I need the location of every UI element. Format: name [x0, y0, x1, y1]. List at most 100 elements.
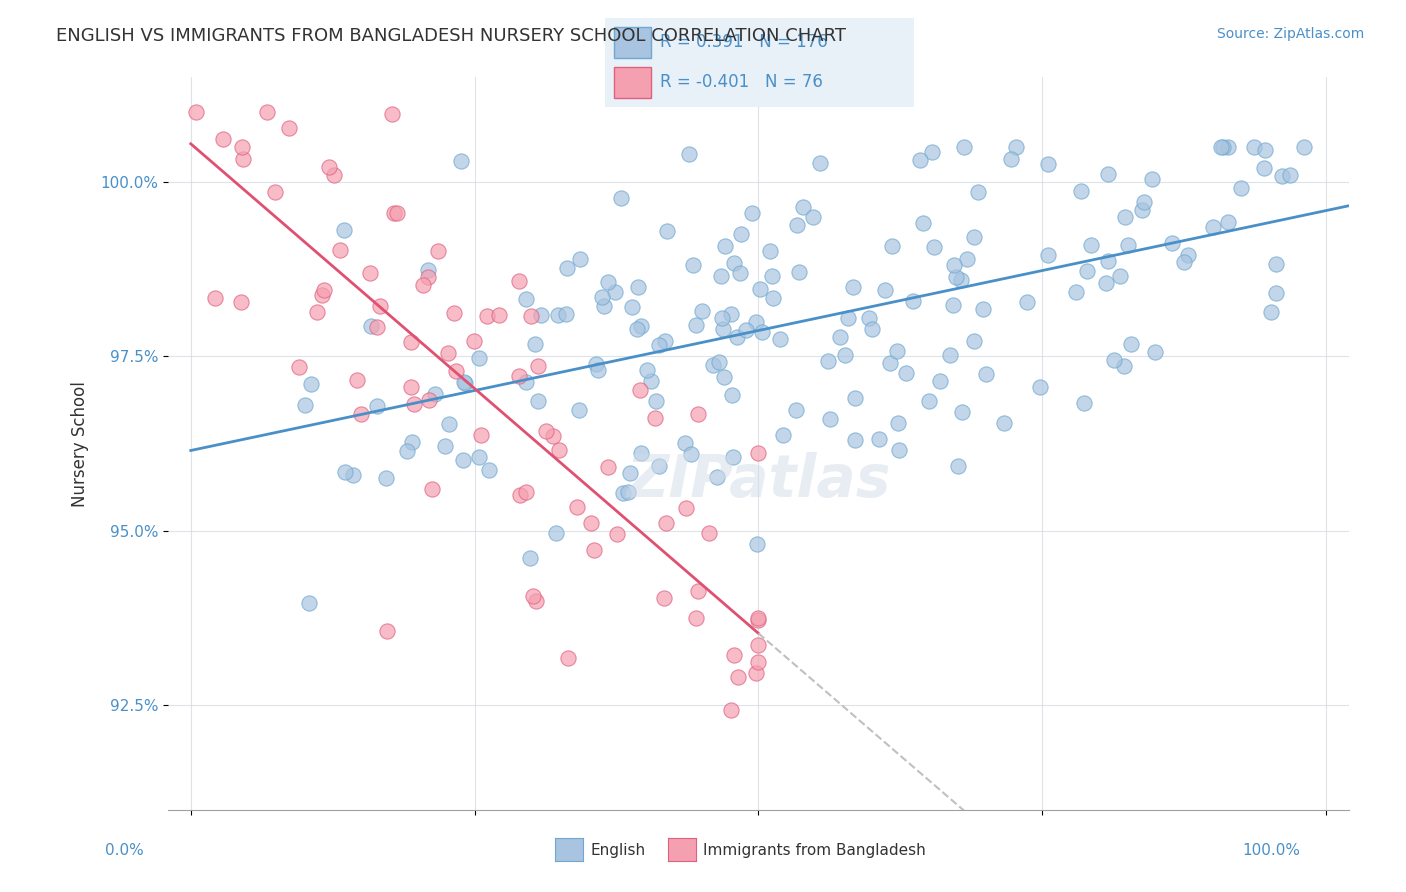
Point — [318, 160, 340, 174]
Point — [747, 537, 769, 551]
Point — [426, 244, 449, 258]
Point — [418, 263, 440, 277]
Point — [186, 105, 208, 120]
Point — [467, 351, 489, 365]
Point — [450, 154, 472, 169]
Point — [350, 407, 373, 421]
Point — [294, 399, 316, 413]
Point — [626, 322, 648, 336]
Point — [1130, 203, 1153, 218]
Point — [569, 252, 592, 266]
Point — [966, 185, 988, 199]
Point — [673, 436, 696, 450]
Point — [721, 387, 744, 401]
Point — [697, 526, 720, 541]
Point — [952, 140, 974, 154]
Point — [747, 872, 769, 887]
Point — [1177, 248, 1199, 262]
Point — [509, 488, 531, 502]
Point — [730, 266, 752, 280]
Point — [581, 516, 603, 530]
Point — [963, 334, 986, 348]
Point — [627, 280, 650, 294]
Point — [288, 359, 311, 374]
Point — [555, 307, 578, 321]
Point — [702, 358, 724, 372]
Point — [1015, 294, 1038, 309]
FancyBboxPatch shape — [614, 67, 651, 98]
Point — [710, 268, 733, 283]
Point — [515, 376, 537, 390]
Point — [298, 596, 321, 610]
Point — [508, 369, 530, 384]
Point — [652, 591, 675, 605]
Point — [1294, 140, 1316, 154]
Point — [630, 446, 652, 460]
Point — [644, 411, 666, 425]
Point — [1265, 285, 1288, 300]
Point — [1143, 345, 1166, 359]
Point — [723, 648, 745, 663]
Point — [1064, 285, 1087, 300]
Point — [231, 140, 253, 154]
Point — [470, 427, 492, 442]
Point — [630, 319, 652, 334]
Point — [786, 218, 808, 232]
Point — [478, 463, 501, 477]
Point — [749, 282, 772, 296]
Point — [769, 332, 792, 346]
Point — [792, 200, 814, 214]
Point — [515, 292, 537, 306]
Point — [723, 256, 745, 270]
Point — [761, 291, 783, 305]
Text: Immigrants from Bangladesh: Immigrants from Bangladesh — [703, 843, 925, 858]
Point — [395, 444, 418, 458]
Point — [1080, 238, 1102, 252]
Point — [918, 393, 941, 408]
Point — [655, 224, 678, 238]
Point — [837, 311, 859, 326]
Point — [617, 485, 640, 500]
Point — [619, 466, 641, 480]
Point — [787, 265, 810, 279]
Point — [640, 374, 662, 388]
Point — [1109, 269, 1132, 284]
Point — [830, 330, 852, 344]
Point — [648, 458, 671, 473]
Point — [526, 359, 548, 373]
Point — [311, 288, 333, 302]
Point — [1253, 161, 1275, 176]
Point — [747, 655, 769, 669]
Point — [1076, 263, 1098, 277]
Point — [437, 417, 460, 432]
Point — [399, 380, 422, 394]
Point — [1140, 172, 1163, 186]
Point — [212, 132, 235, 146]
Point — [1073, 396, 1095, 410]
Point — [606, 527, 628, 541]
Point — [568, 402, 591, 417]
Point — [382, 205, 405, 219]
Point — [721, 450, 744, 464]
Point — [329, 243, 352, 257]
Point — [1004, 140, 1026, 154]
Point — [603, 285, 626, 299]
Point — [886, 344, 908, 359]
Point — [524, 594, 547, 608]
Point — [1254, 144, 1277, 158]
Text: 0.0%: 0.0% — [105, 843, 145, 858]
Point — [519, 310, 541, 324]
Point — [751, 325, 773, 339]
Point — [547, 308, 569, 322]
Point — [747, 611, 769, 625]
Point — [1279, 168, 1302, 182]
Text: R = 0.391   N = 176: R = 0.391 N = 176 — [661, 33, 828, 51]
Point — [1070, 184, 1092, 198]
Point — [772, 428, 794, 442]
Point — [374, 471, 396, 485]
Point — [1000, 152, 1022, 166]
Point — [519, 550, 541, 565]
Point — [1160, 235, 1182, 250]
Text: Source: ZipAtlas.com: Source: ZipAtlas.com — [1216, 27, 1364, 41]
Text: ZIPatlas: ZIPatlas — [626, 451, 890, 508]
